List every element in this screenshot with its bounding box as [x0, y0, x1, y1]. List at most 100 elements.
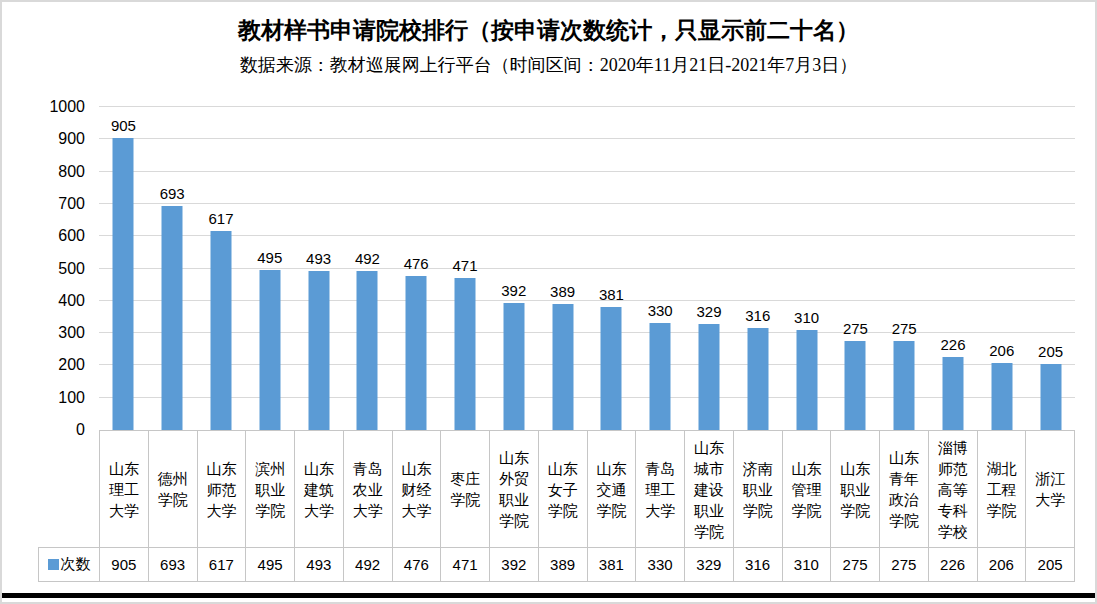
category-cell: 山东女子学院 — [539, 431, 588, 547]
category-label: 山东职业学院 — [839, 458, 871, 521]
bar — [406, 276, 427, 430]
bar-slot: 693 — [148, 107, 197, 430]
category-label: 山东青年政治学院 — [888, 447, 920, 531]
bar — [357, 271, 378, 430]
plot-area: 905 693 617 495 493 492 476 471 392 389 381 330 329 3… — [99, 107, 1075, 430]
bar-slot: 476 — [392, 107, 441, 430]
bar — [552, 304, 573, 430]
bottom-border-bar — [0, 593, 1097, 598]
category-axis-table: 山东理工大学德州学院山东师范大学滨州职业学院山东建筑大学青岛农业大学山东财经大学… — [99, 430, 1075, 547]
bar-value-label: 492 — [355, 250, 380, 267]
data-table-value: 471 — [441, 548, 490, 581]
bar-value-label: 275 — [843, 320, 868, 337]
bar-value-label: 226 — [940, 336, 965, 353]
category-cell: 淄博师范高等专科学校 — [929, 431, 978, 547]
bar — [210, 231, 231, 430]
bar-value-label: 205 — [1038, 343, 1063, 360]
data-table-value: 275 — [831, 548, 880, 581]
category-label: 山东财经大学 — [400, 458, 432, 521]
bar-slot: 617 — [197, 107, 246, 430]
y-axis-tick-label: 600 — [58, 227, 85, 245]
category-cell: 山东交通学院 — [588, 431, 637, 547]
y-axis-tick-label: 1000 — [49, 98, 85, 116]
data-table-value: 495 — [246, 548, 295, 581]
bar-value-label: 206 — [989, 342, 1014, 359]
category-cell: 山东青年政治学院 — [880, 431, 929, 547]
category-label: 浙江大学 — [1034, 468, 1066, 510]
category-cell: 山东理工大学 — [100, 431, 149, 547]
category-cell: 滨州职业学院 — [246, 431, 295, 547]
data-table-value: 476 — [393, 548, 442, 581]
chart-subtitle: 数据来源：教材巡展网上行平台（时间区间：2020年11月21日-2021年7月3… — [2, 53, 1095, 77]
category-cell: 山东管理学院 — [783, 431, 832, 547]
bar — [454, 278, 475, 430]
bar-value-label: 905 — [111, 117, 136, 134]
bar-value-label: 316 — [745, 307, 770, 324]
bar — [698, 324, 719, 430]
data-table-value: 381 — [588, 548, 637, 581]
y-axis-tick-label: 0 — [76, 421, 85, 439]
bar — [942, 357, 963, 430]
category-label: 滨州职业学院 — [254, 458, 286, 521]
bar-slot: 206 — [977, 107, 1026, 430]
category-cell: 山东职业学院 — [831, 431, 880, 547]
data-table-value: 693 — [149, 548, 198, 581]
y-axis-tick-label: 200 — [58, 356, 85, 374]
y-axis-tick-label: 400 — [58, 292, 85, 310]
bar-value-label: 310 — [794, 309, 819, 326]
y-axis-tick-label: 700 — [58, 195, 85, 213]
bar — [259, 270, 280, 430]
bar-slot: 389 — [538, 107, 587, 430]
bar-value-label: 495 — [257, 249, 282, 266]
bar-slot: 330 — [636, 107, 685, 430]
bar-slot: 310 — [782, 107, 831, 430]
category-label: 德州学院 — [157, 468, 189, 510]
data-table-value: 617 — [198, 548, 247, 581]
category-cell: 德州学院 — [149, 431, 198, 547]
category-label: 淄博师范高等专科学校 — [937, 437, 969, 542]
category-cell: 山东师范大学 — [198, 431, 247, 547]
category-cell: 山东外贸职业学院 — [490, 431, 539, 547]
category-label: 山东管理学院 — [790, 458, 822, 521]
category-label: 山东理工大学 — [108, 458, 140, 521]
bar-value-label: 381 — [599, 286, 624, 303]
data-table-value: 205 — [1026, 548, 1074, 581]
data-table-value: 226 — [929, 548, 978, 581]
chart-canvas: 教材样书申请院校排行（按申请次数统计，只显示前二十名） 数据来源：教材巡展网上行… — [0, 0, 1097, 604]
bar-slot: 275 — [831, 107, 880, 430]
bar-value-label: 617 — [208, 210, 233, 227]
category-cell: 山东财经大学 — [393, 431, 442, 547]
legend-swatch-icon — [48, 559, 59, 570]
data-table-value: 389 — [539, 548, 588, 581]
category-label: 湖北工程学院 — [985, 458, 1017, 521]
y-axis-tick-label: 100 — [58, 389, 85, 407]
bar — [796, 330, 817, 430]
data-table-value: 310 — [783, 548, 832, 581]
y-axis: 01002003004005006007008009001000 — [2, 107, 85, 430]
bar-slot: 493 — [294, 107, 343, 430]
bar-value-label: 330 — [648, 302, 673, 319]
bar-slot: 316 — [733, 107, 782, 430]
category-cell: 山东城市建设职业学院 — [685, 431, 734, 547]
category-cell: 枣庄学院 — [441, 431, 490, 547]
bar-value-label: 275 — [892, 320, 917, 337]
category-cell: 浙江大学 — [1026, 431, 1074, 547]
data-table-value: 905 — [100, 548, 149, 581]
data-table-value: 330 — [636, 548, 685, 581]
bar-slot: 381 — [587, 107, 636, 430]
category-label: 青岛理工大学 — [644, 458, 676, 521]
bar-slot: 205 — [1026, 107, 1075, 430]
data-table-value: 329 — [685, 548, 734, 581]
bar-slot: 226 — [929, 107, 978, 430]
bar-value-label: 392 — [501, 282, 526, 299]
category-label: 山东建筑大学 — [303, 458, 335, 521]
bar-slot: 495 — [245, 107, 294, 430]
data-table-value: 492 — [344, 548, 393, 581]
bar — [162, 206, 183, 430]
y-axis-tick-label: 800 — [58, 163, 85, 181]
bar — [747, 328, 768, 430]
bar-value-label: 329 — [696, 303, 721, 320]
bar-value-label: 471 — [452, 257, 477, 274]
bar-slot: 329 — [685, 107, 734, 430]
category-cell: 青岛理工大学 — [636, 431, 685, 547]
